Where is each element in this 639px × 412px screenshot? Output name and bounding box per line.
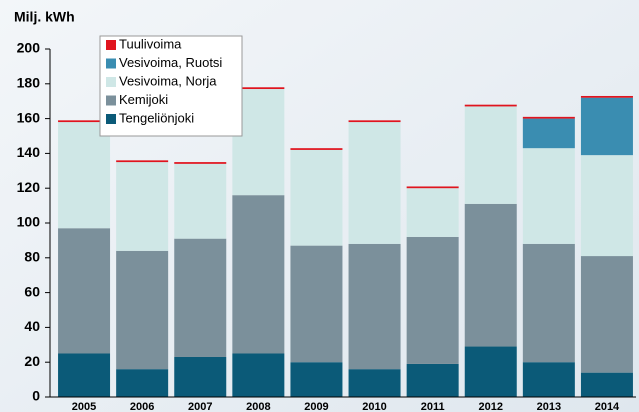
bar-segment: [522, 243, 575, 363]
y-axis-label: Milj. kWh: [14, 9, 75, 25]
bar-segment: [58, 122, 111, 229]
y-tick-label: 80: [24, 249, 40, 265]
y-tick-label: 60: [24, 283, 40, 299]
bar-segment: [464, 106, 517, 204]
bar-segment: [232, 195, 285, 354]
bar-segment: [464, 346, 517, 397]
y-tick-label: 0: [32, 388, 40, 404]
bar-segment: [58, 120, 111, 123]
bar-segment: [406, 363, 459, 397]
bar-segment: [406, 188, 459, 237]
bar-segment: [58, 353, 111, 397]
bar-segment: [290, 148, 343, 150]
bar-segment: [290, 362, 343, 397]
bar-segment: [580, 95, 633, 98]
legend-swatch: [106, 114, 116, 124]
bar-segment: [116, 250, 169, 370]
x-tick-label: 2008: [246, 401, 270, 412]
x-tick-label: 2010: [362, 401, 386, 412]
y-tick-label: 120: [17, 179, 41, 195]
legend-label: Tuulivoima: [119, 36, 182, 51]
bar-segment: [580, 97, 633, 156]
bar-segment: [522, 116, 575, 119]
bar-segment: [232, 87, 285, 90]
x-tick-label: 2014: [595, 401, 620, 412]
y-tick-label: 100: [17, 214, 41, 230]
x-tick-label: 2006: [130, 401, 154, 412]
bar-segment: [290, 245, 343, 363]
y-tick-label: 180: [17, 75, 41, 91]
bar-segment: [116, 162, 169, 251]
bar-segment: [348, 243, 401, 370]
legend-label: Kemijoki: [119, 92, 168, 107]
bar-segment: [348, 122, 401, 244]
bar-segment: [232, 353, 285, 397]
y-tick-label: 140: [17, 144, 41, 160]
bar-segment: [522, 148, 575, 244]
bar-segment: [348, 369, 401, 397]
bar-segment: [174, 238, 227, 357]
bar-segment: [406, 236, 459, 364]
y-tick-label: 160: [17, 109, 41, 125]
y-tick-label: 20: [24, 353, 40, 369]
bar-segment: [348, 120, 401, 123]
x-tick-label: 2012: [479, 401, 503, 412]
legend-swatch: [106, 77, 116, 87]
y-tick-label: 200: [17, 40, 41, 56]
bar-segment: [580, 256, 633, 373]
bar-segment: [116, 160, 169, 163]
x-tick-label: 2005: [72, 401, 96, 412]
bar-segment: [522, 362, 575, 397]
bar-segment: [406, 186, 459, 189]
bar-segment: [580, 155, 633, 257]
legend-label: Tengeliönjoki: [119, 110, 194, 125]
bar-segment: [464, 203, 517, 347]
bar-segment: [58, 228, 111, 354]
bar-segment: [464, 104, 517, 107]
bar-segment: [522, 118, 575, 149]
x-tick-label: 2009: [304, 401, 328, 412]
bar-segment: [174, 356, 227, 397]
legend-swatch: [106, 40, 116, 50]
legend-box: [99, 35, 243, 137]
x-tick-label: 2007: [188, 401, 212, 412]
x-tick-label: 2013: [537, 401, 561, 412]
y-tick-label: 40: [24, 318, 40, 334]
bar-segment: [290, 149, 343, 246]
legend-swatch: [106, 58, 116, 69]
legend-swatch: [106, 95, 116, 106]
bar-segment: [174, 162, 227, 164]
x-tick-label: 2011: [421, 401, 445, 412]
bar-segment: [174, 163, 227, 239]
bar-segment: [116, 369, 169, 397]
legend-label: Vesivoima, Norja: [119, 73, 217, 88]
bar-segment: [580, 372, 633, 397]
legend-label: Vesivoima, Ruotsi: [119, 55, 222, 70]
